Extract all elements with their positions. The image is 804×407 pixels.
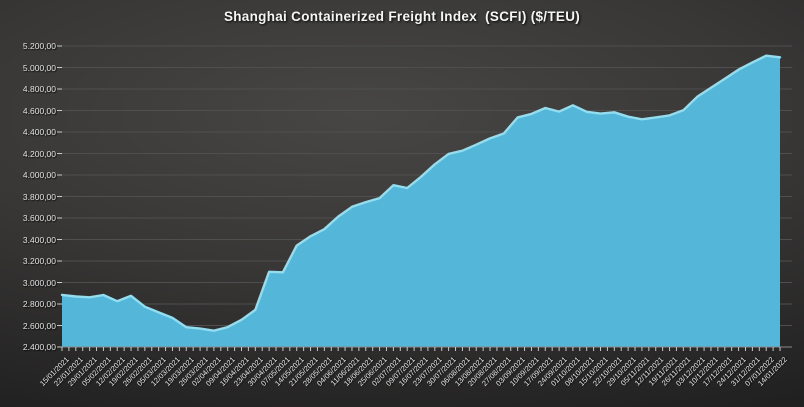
y-tick-label: 3.600,00 [22, 213, 56, 223]
y-tick-label: 2.400,00 [22, 342, 56, 352]
y-tick-label: 3.800,00 [22, 191, 56, 202]
y-tick-label: 4.200,00 [22, 148, 56, 159]
y-tick-label: 4.600,00 [22, 105, 56, 116]
y-tick-label: 4.800,00 [22, 84, 56, 94]
y-tick-label: 2.600,00 [22, 320, 56, 331]
y-tick-label: 3.000,00 [22, 277, 56, 288]
y-tick-label: 3.200,00 [22, 256, 56, 266]
y-tick-label: 4.000,00 [22, 170, 56, 180]
y-tick-label: 4.400,00 [22, 127, 56, 137]
y-tick-label: 5.000,00 [22, 62, 56, 73]
area-series [62, 55, 780, 347]
area-edge [60, 54, 782, 332]
y-tick-label: 3.400,00 [22, 234, 56, 245]
y-tick-label: 2.800,00 [22, 299, 56, 309]
chart-title: Shanghai Containerized Freight Index (SC… [223, 9, 581, 24]
y-tick-label: 5.200,00 [22, 41, 56, 51]
